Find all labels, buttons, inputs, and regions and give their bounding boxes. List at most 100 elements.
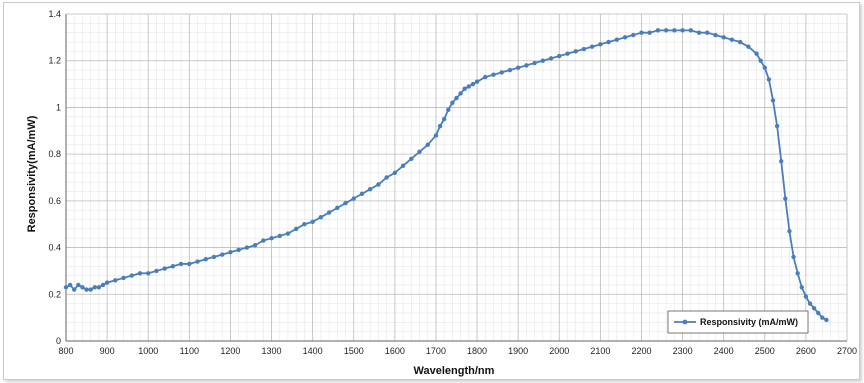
- x-tick-label: 2600: [796, 346, 816, 356]
- data-point: [573, 49, 578, 54]
- series-layer: [63, 28, 829, 323]
- data-point: [655, 28, 661, 33]
- x-tick-label: 1400: [303, 346, 323, 356]
- data-point: [462, 86, 467, 91]
- data-point: [688, 28, 693, 33]
- data-point: [557, 53, 562, 59]
- data-point: [474, 79, 480, 84]
- data-point: [96, 285, 102, 290]
- y-tick-label: 0.2: [48, 289, 61, 299]
- y-tick-label: 0.8: [48, 149, 61, 159]
- data-point: [820, 315, 825, 320]
- data-point: [277, 233, 282, 239]
- y-tick-label: 0.4: [48, 243, 61, 253]
- data-point: [705, 30, 710, 35]
- data-point: [791, 254, 796, 260]
- data-point: [92, 285, 97, 290]
- data-point: [376, 182, 381, 187]
- x-axis-title: Wavelength/nm: [414, 365, 495, 377]
- data-point: [754, 51, 759, 56]
- data-point: [774, 123, 780, 129]
- data-point: [269, 236, 274, 241]
- data-point: [729, 37, 735, 42]
- data-point: [766, 77, 772, 82]
- x-tick-label: 2700: [837, 346, 857, 356]
- data-point: [187, 261, 192, 267]
- x-tick-label: 1600: [385, 346, 405, 356]
- y-tick-label: 1.4: [48, 9, 61, 19]
- x-tick-labels: 800 900 1000 1100 1200 1300 1400 1500 1600 1700 18…: [58, 346, 857, 356]
- data-point: [162, 266, 167, 271]
- x-tick-label: 2300: [673, 346, 693, 356]
- data-point: [154, 268, 159, 274]
- data-point: [606, 39, 611, 45]
- data-point: [302, 222, 307, 227]
- data-point: [663, 28, 669, 33]
- data-point: [178, 261, 184, 267]
- data-point: [499, 70, 504, 75]
- x-tick-label: 1800: [467, 346, 487, 356]
- x-tick-label: 900: [100, 346, 115, 356]
- data-point: [261, 238, 266, 243]
- x-tick-label: 1300: [262, 346, 282, 356]
- data-point: [824, 317, 829, 323]
- data-point: [816, 310, 821, 316]
- data-point: [779, 158, 784, 164]
- data-point: [441, 116, 447, 122]
- data-point: [400, 163, 406, 169]
- data-point: [458, 91, 463, 96]
- x-tick-label: 1000: [138, 346, 158, 356]
- legend-marker-swatch: [682, 319, 688, 325]
- responsivity-chart: 800 900 1000 1100 1200 1300 1400 1500 1600 1700 18…: [26, 9, 857, 377]
- data-point: [195, 259, 200, 264]
- data-point: [72, 287, 77, 292]
- minor-grid: [65, 13, 848, 342]
- data-point: [548, 56, 554, 61]
- data-point: [532, 60, 537, 66]
- data-point: [647, 30, 652, 35]
- data-point: [713, 32, 718, 38]
- x-tick-label: 1900: [508, 346, 528, 356]
- legend: Responsivity (mA/mW): [667, 310, 809, 334]
- data-point: [285, 231, 291, 236]
- data-point: [540, 58, 546, 63]
- x-tick-label: 2400: [714, 346, 734, 356]
- y-tick-labels: 0 0.2 0.4 0.6 0.8 1 1.2 1.4: [48, 9, 61, 346]
- data-point: [84, 287, 89, 292]
- data-point: [293, 226, 299, 232]
- data-point: [417, 149, 422, 155]
- data-point: [639, 30, 644, 35]
- data-point: [244, 245, 250, 250]
- y-tick-label: 0: [56, 336, 61, 346]
- data-point: [746, 44, 751, 49]
- data-point: [470, 81, 476, 87]
- data-point: [121, 275, 126, 281]
- data-point: [335, 205, 340, 211]
- data-point: [384, 175, 389, 180]
- data-point: [88, 287, 93, 292]
- data-point: [252, 243, 258, 248]
- data-point: [565, 51, 570, 56]
- x-tick-label: 1100: [180, 346, 199, 356]
- data-point: [783, 196, 788, 201]
- data-point: [803, 294, 809, 299]
- data-point: [507, 67, 513, 73]
- data-point: [318, 215, 324, 220]
- x-tick-label: 1200: [220, 346, 240, 356]
- data-point: [598, 42, 603, 47]
- data-point: [454, 95, 459, 101]
- y-tick-label: 1: [56, 102, 61, 112]
- data-point: [483, 74, 488, 80]
- data-point: [310, 219, 315, 225]
- data-point: [762, 65, 767, 70]
- y-tick-label: 1.2: [48, 56, 61, 66]
- data-point: [220, 252, 225, 257]
- data-point: [211, 254, 217, 260]
- data-point: [146, 271, 151, 276]
- data-point: [795, 271, 800, 276]
- data-point: [228, 250, 233, 255]
- data-point: [113, 278, 118, 283]
- data-point: [63, 285, 69, 290]
- y-tick-label: 0.6: [48, 196, 61, 206]
- data-point: [696, 30, 702, 35]
